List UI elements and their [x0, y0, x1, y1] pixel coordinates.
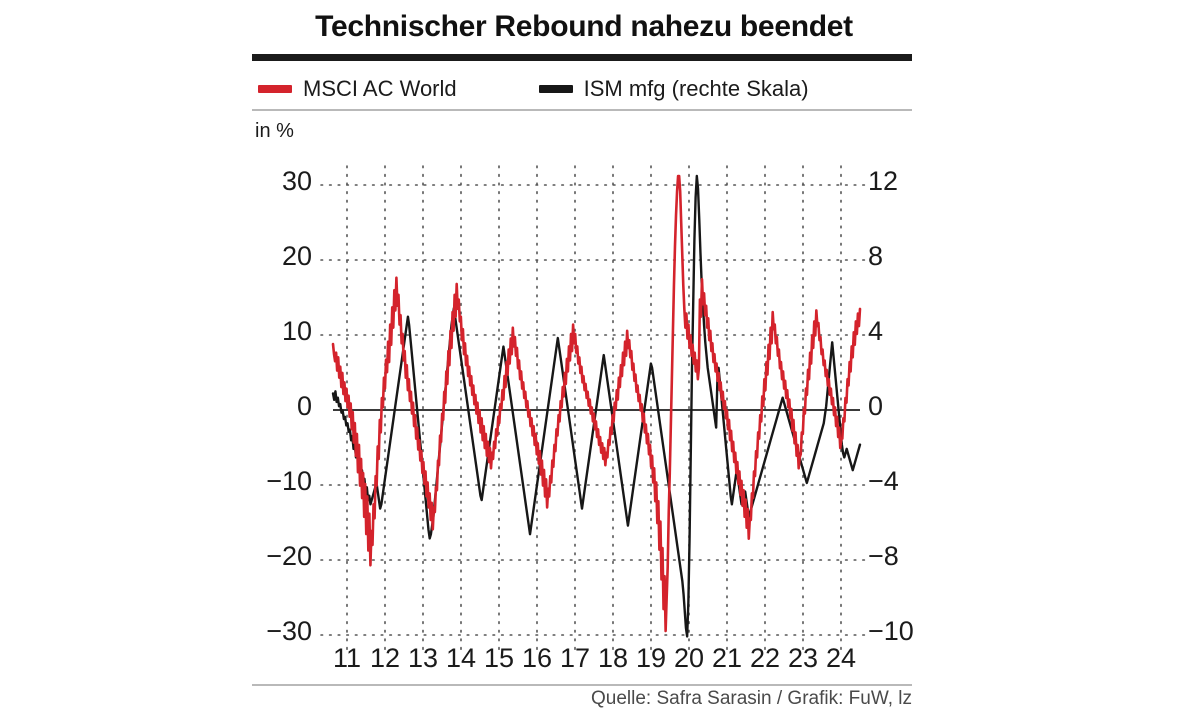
y-axis-left-tick: 10 [281, 316, 312, 346]
y-axis-left-tick: −10 [266, 466, 312, 496]
gridlines [320, 165, 867, 652]
footer-divider [252, 684, 912, 686]
y-axis-right-tick: 8 [868, 241, 884, 271]
y-axis-left-tick: 30 [281, 166, 312, 196]
chart-legend: MSCI AC World ISM mfg (rechte Skala) [252, 70, 912, 108]
line-swatch-icon [258, 85, 292, 93]
legend-item-label: ISM mfg (rechte Skala) [583, 76, 809, 101]
y-axis-right-tick: −10 [868, 616, 914, 646]
y-axis-unit-label: in % [255, 120, 294, 142]
y-axis-left-tick: −20 [266, 541, 312, 571]
x-axis-tick: 19 [635, 643, 667, 673]
series-line-msci [331, 174, 862, 633]
legend-item-ism: ISM mfg (rechte Skala) [538, 76, 809, 102]
title-divider [252, 54, 912, 61]
y-axis-right-tick: 12 [868, 166, 899, 196]
x-axis-tick: 21 [711, 643, 743, 673]
x-axis-tick: 20 [673, 643, 705, 673]
x-axis-tick: 14 [445, 643, 477, 673]
y-axis-right-tick: −8 [868, 541, 899, 571]
source-attribution: Quelle: Safra Sarasin / Grafik: FuW, lz [591, 688, 912, 709]
y-axis-right-tick: −4 [868, 466, 899, 496]
page-title: Technischer Rebound nahezu beendet [315, 10, 853, 43]
x-axis-tick: 15 [483, 643, 515, 673]
y-axis-left-tick: 0 [296, 391, 312, 421]
x-axis-tick: 18 [597, 643, 629, 673]
y-axis-right-tick: 0 [868, 391, 884, 421]
x-axis-tick: 24 [825, 643, 857, 673]
legend-item-label: MSCI AC World [303, 76, 457, 101]
y-axis-right-tick: 4 [868, 316, 884, 346]
y-axis-left-tick: −30 [266, 616, 312, 646]
x-axis-tick: 13 [407, 643, 439, 673]
x-axis-tick: 22 [749, 643, 781, 673]
line-swatch-icon [538, 85, 573, 93]
x-axis-tick: 16 [521, 643, 553, 673]
x-axis-tick: 23 [787, 643, 819, 673]
x-axis-tick: 11 [332, 643, 362, 673]
y-axis-left-tick: 20 [281, 241, 312, 271]
x-axis-tick: 17 [559, 643, 591, 673]
legend-divider [252, 109, 912, 111]
x-axis-tick: 12 [369, 643, 401, 673]
legend-item-msci: MSCI AC World [258, 76, 457, 102]
